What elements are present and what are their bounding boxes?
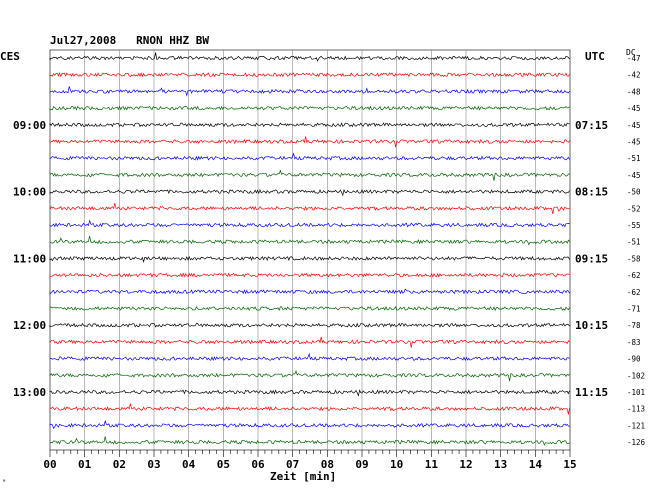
dc-offset-label: -52 <box>627 204 641 213</box>
dc-offset-label: -126 <box>627 438 646 447</box>
dc-offset-label: -121 <box>627 421 645 430</box>
x-tick-label: 00 <box>43 458 56 471</box>
header-station: RNON HHZ BW <box>136 34 209 47</box>
dc-offset-label: -48 <box>627 87 641 96</box>
x-tick-label: 10 <box>390 458 403 471</box>
seismic-trace <box>49 203 570 215</box>
x-tick-label: 12 <box>459 458 472 471</box>
x-tick-label: 06 <box>251 458 265 471</box>
seismic-trace <box>49 389 570 397</box>
seismic-trace <box>49 369 570 382</box>
left-hour-label: 10:00 <box>13 186 46 199</box>
seismic-trace <box>49 403 570 415</box>
x-tick-label: 01 <box>78 458 92 471</box>
left-hour-label: 11:00 <box>13 252 46 265</box>
x-tick-label: 07 <box>286 458 299 471</box>
x-tick-label: 05 <box>217 458 230 471</box>
corner-mark: ᵊ <box>2 478 7 486</box>
seismic-trace <box>49 152 570 161</box>
right-hour-label: 10:15 <box>575 319 608 332</box>
x-axis-label: Zeit [min] <box>270 470 337 483</box>
seismic-trace <box>49 136 570 148</box>
seismic-trace <box>49 255 570 264</box>
x-tick-label: 03 <box>147 458 160 471</box>
right-hour-label: 07:15 <box>575 119 608 132</box>
seismic-trace <box>49 288 570 295</box>
dc-offset-label: -62 <box>627 288 641 297</box>
left-timezone-label: CES <box>0 50 20 63</box>
x-tick-label: 08 <box>321 458 334 471</box>
seismic-trace <box>49 272 570 278</box>
dc-offset-label: -51 <box>627 238 641 247</box>
dc-offset-header: DC <box>626 48 636 57</box>
right-timezone-label: UTC <box>585 50 605 63</box>
dc-offset-label: -102 <box>627 371 645 380</box>
x-tick-label: 15 <box>563 458 576 471</box>
left-hour-label: 12:00 <box>13 319 46 332</box>
dc-offset-label: -101 <box>627 388 645 397</box>
seismic-trace <box>49 122 570 128</box>
seismogram-header: Jul27,2008 RNON HHZ BW <box>50 34 209 47</box>
seismic-trace <box>49 436 570 446</box>
dc-offset-label: -45 <box>627 104 641 113</box>
header-date: Jul27,2008 <box>50 34 117 47</box>
x-tick-label: 02 <box>113 458 126 471</box>
seismic-trace <box>49 305 570 312</box>
seismic-trace <box>49 219 570 228</box>
dc-offset-label: -83 <box>627 338 641 347</box>
dc-offset-label: -55 <box>627 221 641 230</box>
seismic-trace <box>49 336 570 348</box>
right-hour-label: 08:15 <box>575 186 608 199</box>
seismic-trace <box>49 86 570 97</box>
seismic-trace <box>49 188 570 197</box>
seismic-trace <box>49 105 570 111</box>
dc-offset-label: -45 <box>627 121 641 130</box>
seismic-trace <box>49 322 570 328</box>
dc-offset-label: -42 <box>627 71 641 80</box>
left-hour-label: 13:00 <box>13 386 46 399</box>
seismic-trace <box>49 72 570 78</box>
seismic-trace <box>49 52 570 62</box>
x-tick-label: 09 <box>355 458 368 471</box>
x-tick-label: 13 <box>494 458 507 471</box>
x-tick-label: 14 <box>529 458 543 471</box>
x-tick-label: 11 <box>425 458 439 471</box>
right-hour-label: 11:15 <box>575 386 608 399</box>
seismic-trace <box>49 419 570 429</box>
dc-offset-label: -58 <box>627 254 641 263</box>
dc-offset-label: -47 <box>627 54 641 63</box>
dc-offset-label: -78 <box>627 321 641 330</box>
dc-offset-label: -51 <box>627 154 641 163</box>
dc-offset-label: -45 <box>627 138 641 147</box>
dc-offset-label: -71 <box>627 305 641 314</box>
dc-offset-label: -113 <box>627 405 645 414</box>
plot-frame <box>49 49 571 451</box>
dc-offset-label: -90 <box>627 355 641 364</box>
left-hour-label: 09:00 <box>13 119 46 132</box>
seismic-trace <box>49 169 570 181</box>
dc-offset-label: -62 <box>627 271 641 280</box>
right-hour-label: 09:15 <box>575 252 608 265</box>
seismic-trace <box>49 235 570 246</box>
dc-offset-label: -50 <box>627 188 641 197</box>
x-tick-label: 04 <box>182 458 196 471</box>
dc-offset-label: -45 <box>627 171 641 180</box>
seismic-trace <box>49 352 570 362</box>
